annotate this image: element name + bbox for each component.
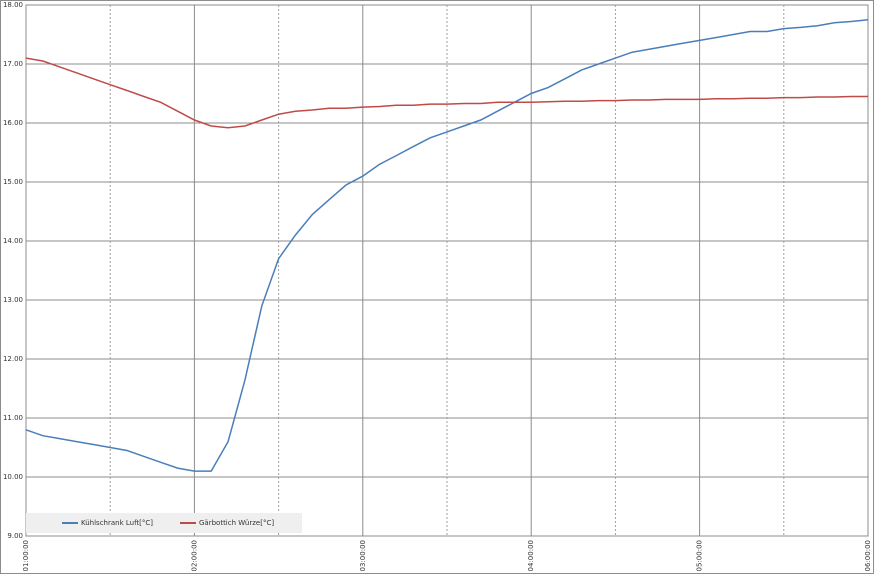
- y-tick-label: 18.00: [3, 1, 23, 9]
- y-tick-label: 11.00: [3, 414, 23, 422]
- y-tick-label: 16.00: [3, 119, 23, 127]
- y-tick-label: 9.00: [7, 532, 23, 540]
- legend-label: Gärbottich Würze[°C]: [199, 519, 274, 527]
- series-line: [25, 57, 868, 129]
- legend-box: [26, 513, 302, 533]
- x-tick-label: 01:00:00: [22, 540, 30, 571]
- legend-label: Kühlschrank Luft[°C]: [81, 519, 153, 527]
- y-tick-label: 13.00: [3, 296, 23, 304]
- y-tick-label: 12.00: [3, 355, 23, 363]
- y-tick-label: 15.00: [3, 178, 23, 186]
- x-tick-label: 02:00:00: [190, 540, 198, 571]
- y-tick-label: 17.00: [3, 60, 23, 68]
- x-tick-label: 04:00:00: [527, 540, 535, 571]
- y-tick-label: 10.00: [3, 473, 23, 481]
- x-tick-label: 05:00:00: [696, 540, 704, 571]
- y-tick-label: 14.00: [3, 237, 23, 245]
- x-tick-label: 03:00:00: [359, 540, 367, 571]
- series-line: [25, 19, 869, 472]
- x-tick-label: 06:00:00: [864, 540, 872, 571]
